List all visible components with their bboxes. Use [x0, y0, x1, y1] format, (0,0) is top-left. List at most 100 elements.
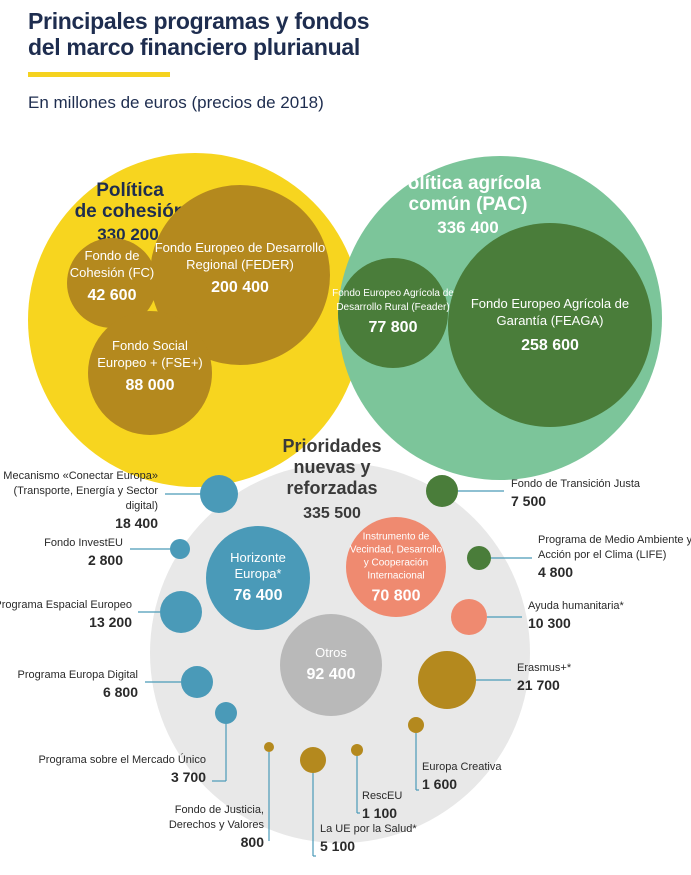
cohesion-child-label-line: Regional (FEDER) — [186, 257, 294, 272]
pac-child-value: 258 600 — [521, 337, 579, 354]
outer-bubble-label-line: Erasmus+* — [517, 662, 572, 674]
bubble-cohesion-child — [150, 185, 330, 365]
outer-bubble-label: Mecanismo «Conectar Europa» (Transporte, … — [3, 470, 158, 512]
bubble-prioridades-outer — [408, 717, 424, 733]
title-line-2: del marco financiero plurianual — [28, 34, 360, 60]
title-line-1: Principales programas y fondos — [28, 8, 370, 34]
outer-bubble-label-line: Programa Espacial Europeo — [0, 599, 132, 611]
prioridades-inner-value: 70 800 — [372, 588, 421, 605]
pac-child-label-line: Fondo Europeo Agrícola de — [471, 296, 629, 311]
cohesion-child-value: 200 400 — [211, 279, 269, 296]
outer-bubble-value: 2 800 — [88, 552, 123, 568]
prioridades-inner-value: 92 400 — [307, 666, 356, 683]
prioridades-inner-label-line: Horizonte — [230, 550, 286, 565]
outer-bubble-value-line: 10 300 — [528, 615, 571, 631]
bubble-prioridades-outer — [426, 475, 458, 507]
outer-bubble-label: Fondo de Transición Justa — [511, 478, 641, 490]
bubble-prioridades-inner — [280, 614, 382, 716]
outer-bubble-value: 18 400 — [115, 515, 158, 531]
bubble-prioridades-outer — [181, 666, 213, 698]
bubble-prioridades-outer — [170, 539, 190, 559]
group-value-pac: 336 400 — [437, 218, 498, 237]
cohesion-child-label: Fondo Europeo de Desarrollo Regional (FED… — [155, 240, 326, 272]
bubble-pac-child — [338, 258, 448, 368]
cohesion-child-value-line: 88 000 — [126, 377, 175, 394]
group-label-cohesion-line: de cohesión — [75, 201, 186, 222]
bubble-prioridades-outer — [300, 747, 326, 773]
outer-bubble-label-line: Ayuda humanitaria* — [528, 600, 625, 612]
bubble-prioridades-inner — [206, 526, 310, 630]
prioridades-inner-label-line: y Cooperación — [364, 558, 428, 569]
pac-child-label: Fondo Europeo Agrícola de Desarrollo Rura… — [332, 288, 454, 313]
outer-bubble-label-line: Derechos y Valores — [169, 819, 265, 831]
cohesion-child-value-line: 42 600 — [88, 287, 137, 304]
outer-bubble-label-line: digital) — [126, 500, 158, 512]
outer-bubble-label-line: Europa Creativa — [422, 761, 502, 773]
group-value-pac-line: 336 400 — [437, 218, 498, 237]
outer-bubble-label: Programa de Medio Ambiente y Acción por e… — [538, 534, 691, 561]
bubble-prioridades-outer — [264, 742, 274, 752]
outer-bubble-label-line: Programa Europa Digital — [18, 669, 138, 681]
group-value-prioridades: 335 500 — [303, 505, 361, 522]
outer-bubble-label-line: Acción por el Clima (LIFE) — [538, 549, 666, 561]
prioridades-inner-value-line: 92 400 — [307, 666, 356, 683]
outer-bubble-value: 4 800 — [538, 564, 573, 580]
cohesion-child-label: Fondo Social Europeo + (FSE+) — [97, 338, 203, 370]
bubble-prioridades-outer — [215, 702, 237, 724]
outer-bubble-value-line: 5 100 — [320, 838, 355, 854]
group-value-prioridades-line: 335 500 — [303, 505, 361, 522]
outer-bubble-value-line: 18 400 — [115, 515, 158, 531]
group-label-pac: Política agrícola común (PAC) — [395, 173, 541, 215]
cohesion-child-label-line: Fondo de — [85, 248, 140, 263]
cohesion-child-label-line: Europeo + (FSE+) — [97, 355, 203, 370]
chart-subtitle: En millones de euros (precios de 2018) — [28, 93, 324, 112]
group-label-pac-line: común (PAC) — [409, 194, 528, 215]
outer-bubble-label: Fondo InvestEU — [44, 537, 123, 549]
outer-bubble-value-line: 4 800 — [538, 564, 573, 580]
outer-bubble-value-line: 2 800 — [88, 552, 123, 568]
group-label-prioridades-line: Prioridades — [282, 436, 381, 456]
outer-bubble-label: Programa sobre el Mercado Único — [38, 753, 206, 766]
cohesion-child-label-line: Cohesión (FC) — [70, 265, 155, 280]
pac-child-value-line: 77 800 — [369, 319, 418, 336]
outer-bubble-value-line: 21 700 — [517, 677, 560, 693]
bubble-prioridades-outer — [160, 591, 202, 633]
group-label-prioridades: Prioridades nuevas y reforzadas — [282, 436, 381, 498]
prioridades-inner-label-line: Internacional — [367, 571, 424, 582]
pac-child-label-line: Desarrollo Rural (Feader) — [336, 302, 449, 313]
outer-bubble-label: Ayuda humanitaria* — [528, 600, 625, 612]
outer-bubble-label-line: Fondo InvestEU — [44, 537, 123, 549]
outer-bubble-label-line: Programa de Medio Ambiente y — [538, 534, 691, 546]
cohesion-child-label-line: Fondo Social — [112, 338, 188, 353]
prioridades-inner-label-line: Otros — [315, 645, 347, 660]
pac-child-label: Fondo Europeo Agrícola de Garantía (FEAGA… — [471, 296, 629, 328]
bubble-prioridades-outer — [451, 599, 487, 635]
outer-bubble-label-line: Fondo de Justicia, — [175, 804, 264, 816]
bubble-prioridades-outer — [467, 546, 491, 570]
outer-bubble-value: 6 800 — [103, 684, 138, 700]
outer-bubble-label-line: Programa sobre el Mercado Único — [38, 753, 206, 766]
outer-bubble-value: 5 100 — [320, 838, 355, 854]
prioridades-inner-value-line: 70 800 — [372, 588, 421, 605]
bubble-prioridades-inner — [346, 517, 446, 617]
cohesion-child-value: 42 600 — [88, 287, 137, 304]
prioridades-inner-label: Otros — [315, 645, 347, 660]
cohesion-child-value: 88 000 — [126, 377, 175, 394]
group-label-pac-line: Política agrícola — [395, 173, 541, 194]
prioridades-inner-label-line: Vecindad, Desarrollo — [350, 545, 443, 556]
prioridades-inner-label-line: Europa* — [235, 566, 282, 581]
outer-bubble-label: La UE por la Salud* — [320, 823, 417, 835]
pac-child-label-line: Fondo Europeo Agrícola de — [332, 288, 454, 299]
prioridades-inner-label-line: Instrumento de — [363, 532, 430, 543]
cohesion-child-label: Fondo de Cohesión (FC) — [70, 248, 155, 280]
outer-bubble-value: 21 700 — [517, 677, 560, 693]
outer-bubble-value: 800 — [241, 834, 265, 850]
group-label-prioridades-line: reforzadas — [286, 478, 377, 498]
outer-bubble-label-line: Mecanismo «Conectar Europa» — [3, 470, 158, 482]
outer-bubble-value: 13 200 — [89, 614, 132, 630]
outer-bubble-value-line: 3 700 — [171, 769, 206, 785]
prioridades-inner-label: Horizonte Europa* — [230, 550, 286, 581]
bubble-cohesion-child — [88, 311, 212, 435]
outer-bubble-value: 1 100 — [362, 805, 397, 821]
